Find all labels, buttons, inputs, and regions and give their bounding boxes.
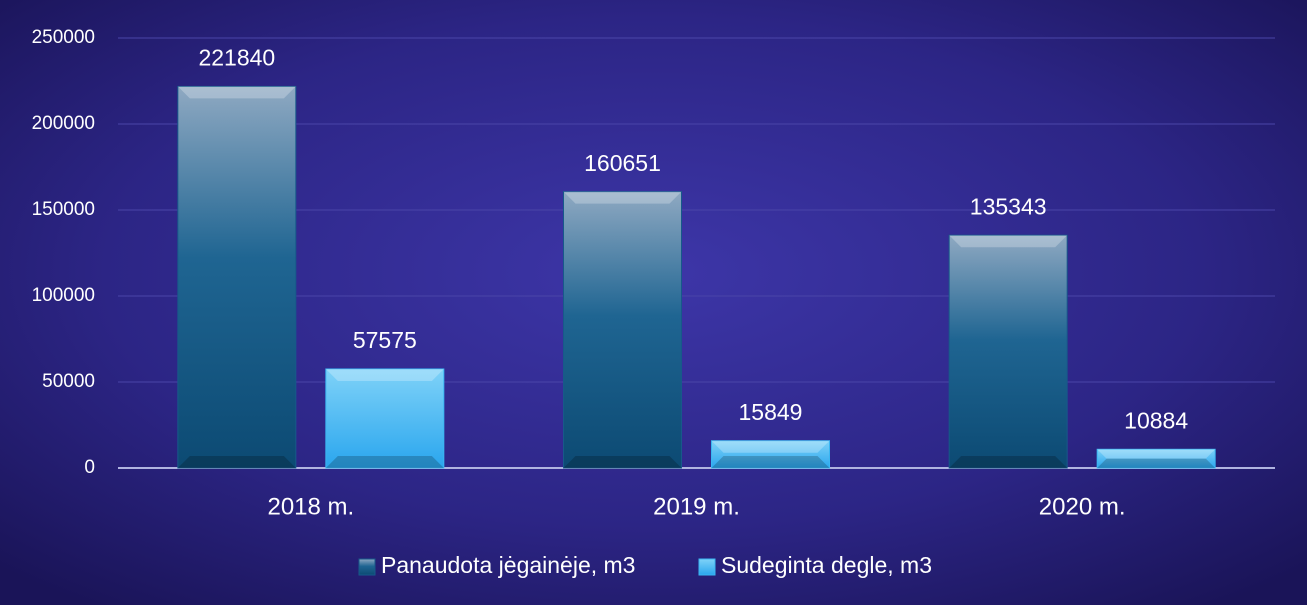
bar-bevel bbox=[711, 456, 830, 468]
bar-bevel bbox=[1097, 449, 1216, 459]
y-tick-label: 50000 bbox=[42, 371, 95, 392]
bar bbox=[1096, 448, 1216, 469]
data-label: 57575 bbox=[353, 327, 417, 353]
bar bbox=[325, 368, 445, 469]
x-tick-label: 2018 m. bbox=[267, 493, 354, 520]
legend-label: Panaudota jėgainėje, m3 bbox=[381, 552, 635, 578]
data-label: 160651 bbox=[584, 150, 661, 176]
y-tick-label: 0 bbox=[84, 457, 95, 478]
bar bbox=[177, 85, 297, 469]
bar-bevel bbox=[177, 456, 296, 468]
y-tick-label: 150000 bbox=[32, 199, 95, 220]
legend-label: Sudeginta degle, m3 bbox=[721, 552, 932, 578]
bar-bevel bbox=[177, 86, 296, 99]
y-tick-label: 100000 bbox=[32, 285, 95, 306]
bar bbox=[948, 234, 1068, 469]
bar-bevel bbox=[711, 440, 830, 453]
legend-swatch bbox=[358, 558, 376, 576]
data-label: 135343 bbox=[970, 193, 1047, 219]
bar-bevel bbox=[949, 235, 1068, 248]
data-label: 15849 bbox=[739, 399, 803, 425]
bar bbox=[711, 440, 830, 469]
y-tick-label: 250000 bbox=[32, 27, 95, 48]
data-label: 10884 bbox=[1124, 407, 1188, 433]
bar-bevel bbox=[325, 368, 444, 381]
bar bbox=[563, 191, 682, 469]
bar-bevel bbox=[563, 456, 682, 468]
legend-swatch bbox=[698, 558, 716, 576]
bar-bevel bbox=[1097, 458, 1216, 468]
bar-bevel bbox=[949, 456, 1068, 468]
y-tick-label: 200000 bbox=[32, 113, 95, 134]
x-tick-label: 2020 m. bbox=[1039, 493, 1126, 520]
data-label: 221840 bbox=[198, 45, 275, 71]
bar-bevel bbox=[325, 456, 444, 468]
x-tick-label: 2019 m. bbox=[653, 493, 740, 520]
bar-bevel bbox=[563, 191, 682, 204]
